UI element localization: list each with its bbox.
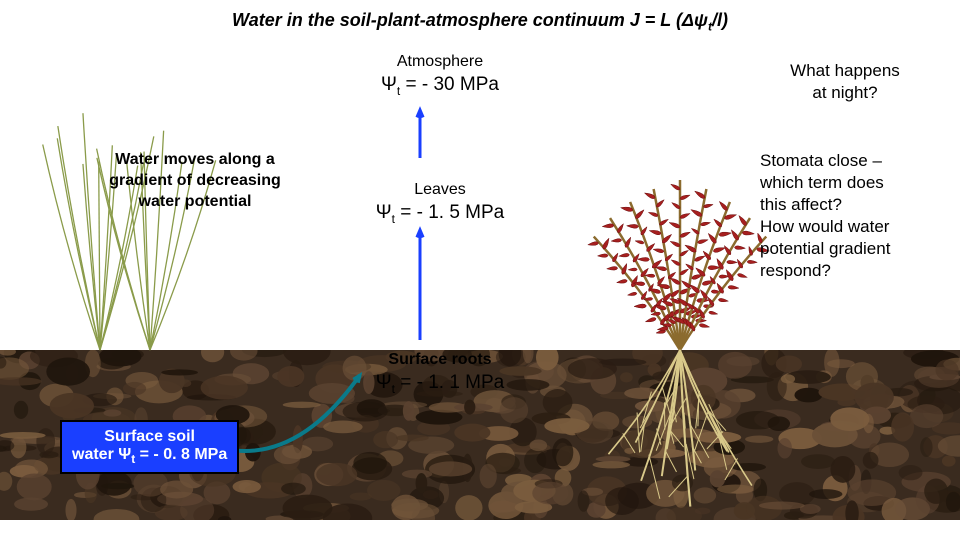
right-question-1: What happensat night? <box>760 60 930 104</box>
page-title: Water in the soil-plant-atmosphere conti… <box>0 10 960 34</box>
left-explanation: Water moves along agradient of decreasin… <box>100 150 290 212</box>
surface-roots-label: Surface roots Ψt = - 1. 1 MPa <box>350 350 530 397</box>
atmosphere-line1: Atmosphere <box>350 52 530 73</box>
surface-roots-line2: Ψt = - 1. 1 MPa <box>350 371 530 397</box>
leaves-line1: Leaves <box>350 180 530 201</box>
surface-soil-line2: water Ψt = - 0. 8 MPa <box>72 446 227 466</box>
leaves-line2: Ψt = - 1. 5 MPa <box>350 201 530 227</box>
atmosphere-line2: Ψt = - 30 MPa <box>350 73 530 99</box>
surface-soil-box: Surface soil water Ψt = - 0. 8 MPa <box>60 420 239 474</box>
surface-soil-line1: Surface soil <box>72 428 227 446</box>
leaves-label: Leaves Ψt = - 1. 5 MPa <box>350 180 530 227</box>
surface-roots-line1: Surface roots <box>350 350 530 371</box>
atmosphere-label: Atmosphere Ψt = - 30 MPa <box>350 52 530 99</box>
right-question-2: Stomata close –which term doesthis affec… <box>760 150 950 283</box>
